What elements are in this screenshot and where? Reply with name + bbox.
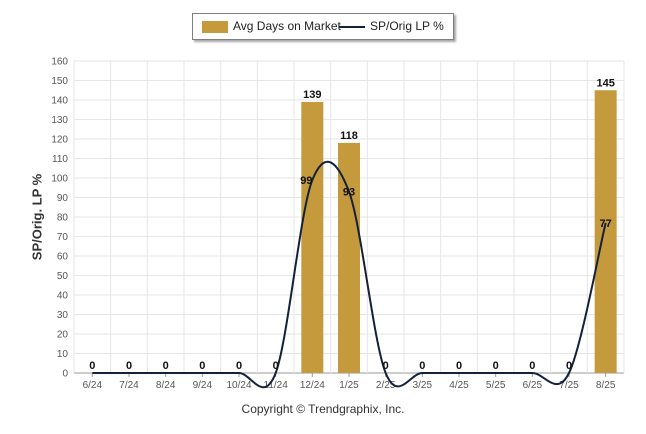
x-tick-label: 2/25 bbox=[376, 380, 396, 391]
copyright-text: Copyright © Trendgraphix, Inc. bbox=[241, 402, 405, 416]
legend-bar-label: Avg Days on Market bbox=[233, 19, 341, 33]
y-tick-label: 100 bbox=[51, 174, 68, 185]
bar-value-label: 118 bbox=[340, 130, 358, 142]
x-tick-label: 11/24 bbox=[264, 380, 289, 391]
y-tick-label: 30 bbox=[57, 310, 69, 321]
legend-line-label: SP/Orig LP % bbox=[370, 19, 444, 33]
y-tick-label: 80 bbox=[57, 213, 69, 224]
y-tick-label: 20 bbox=[57, 330, 69, 341]
y-tick-label: 130 bbox=[51, 115, 68, 126]
bar-value-label: 0 bbox=[419, 360, 425, 372]
y-tick-label: 110 bbox=[52, 154, 68, 165]
bar-value-label: 0 bbox=[199, 360, 205, 372]
x-tick-label: 7/24 bbox=[119, 380, 139, 391]
x-tick-label: 12/24 bbox=[300, 380, 325, 391]
x-tick-label: 7/25 bbox=[559, 380, 579, 391]
line-value-label: 77 bbox=[600, 218, 612, 230]
x-tick-label: 4/25 bbox=[449, 380, 469, 391]
bar-value-label: 0 bbox=[89, 360, 95, 372]
y-tick-label: 70 bbox=[57, 232, 69, 243]
legend-line-swatch bbox=[339, 26, 365, 28]
legend-bar-swatch bbox=[202, 21, 228, 33]
y-tick-label: 150 bbox=[51, 76, 68, 87]
y-tick-label: 140 bbox=[51, 96, 68, 107]
legend: Avg Days on Market SP/Orig LP % bbox=[192, 13, 454, 40]
x-tick-label: 10/24 bbox=[226, 380, 251, 391]
line-value-label: 99 bbox=[300, 175, 312, 187]
bar-value-label: 0 bbox=[456, 360, 462, 372]
line-series-sp-orig-lp bbox=[92, 160, 607, 389]
y-tick-label: 60 bbox=[57, 252, 69, 263]
y-tick-label: 40 bbox=[57, 291, 69, 302]
y-tick-label: 0 bbox=[62, 369, 68, 380]
y-tick-label: 90 bbox=[57, 193, 69, 204]
bar-value-label: 145 bbox=[596, 77, 614, 89]
y-tick-label: 50 bbox=[57, 271, 69, 282]
bar-value-label: 0 bbox=[529, 360, 535, 372]
bar-value-label: 0 bbox=[163, 360, 169, 372]
bar-value-label: 0 bbox=[236, 360, 242, 372]
bar-value-label: 0 bbox=[566, 360, 572, 372]
x-tick-label: 6/24 bbox=[83, 380, 103, 391]
y-tick-label: 10 bbox=[57, 349, 69, 360]
bar bbox=[301, 101, 324, 373]
x-tick-label: 8/24 bbox=[156, 380, 176, 391]
bar-value-label: 0 bbox=[493, 360, 499, 372]
line-value-label: 93 bbox=[343, 187, 355, 199]
y-tick-label: 120 bbox=[51, 135, 68, 146]
bar-value-label: 0 bbox=[383, 360, 389, 372]
x-tick-label: 8/25 bbox=[596, 380, 616, 391]
x-tick-label: 9/24 bbox=[193, 380, 213, 391]
x-tick-label: 3/25 bbox=[413, 380, 433, 391]
y-tick-label: 160 bbox=[51, 57, 68, 68]
bar bbox=[594, 90, 617, 373]
bar bbox=[338, 142, 360, 373]
x-tick-label: 5/25 bbox=[486, 380, 506, 391]
bar-value-label: 0 bbox=[126, 360, 132, 372]
x-tick-label: 1/25 bbox=[339, 380, 359, 391]
bar-value-label: 139 bbox=[303, 89, 321, 101]
x-tick-label: 6/25 bbox=[523, 380, 543, 391]
bar-value-label: 0 bbox=[273, 360, 279, 372]
